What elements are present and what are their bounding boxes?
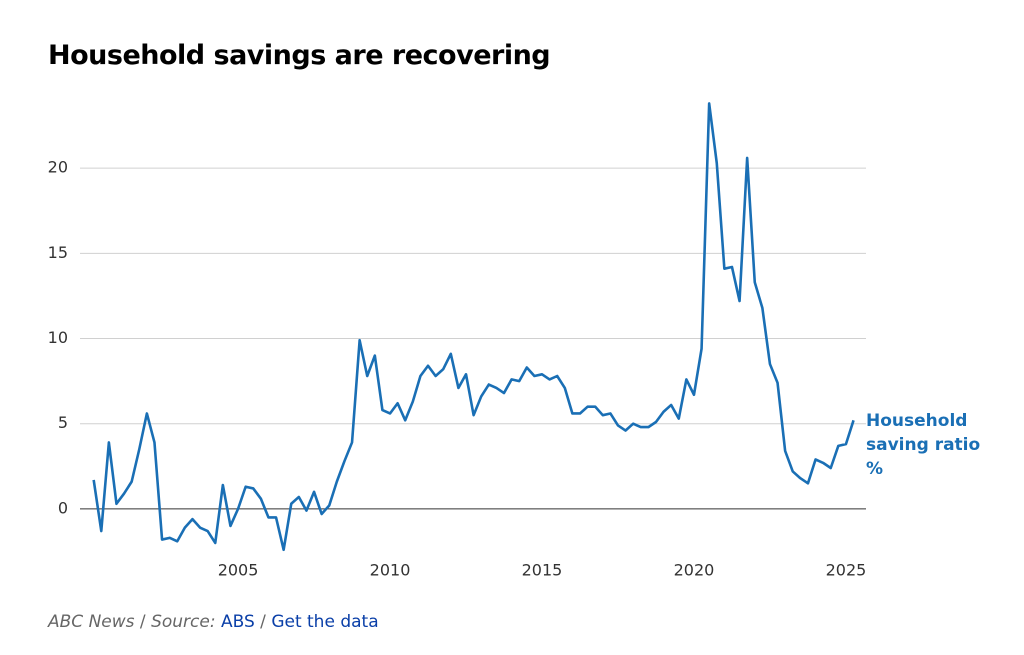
x-tick-label: 2010 [370, 561, 411, 580]
footer: ABC News / Source: ABS / Get the data [48, 612, 379, 632]
y-tick-label: 10 [48, 328, 68, 347]
credit: ABC News [48, 612, 135, 632]
y-tick-label: 15 [48, 243, 68, 262]
y-tick-label: 20 [48, 158, 68, 177]
source-link[interactable]: ABS [220, 612, 255, 632]
x-tick-label: 2025 [826, 561, 867, 580]
separator: / [260, 612, 266, 632]
x-tick-label: 2005 [218, 561, 259, 580]
chart-title: Household savings are recovering [48, 40, 551, 71]
series-line [92, 102, 855, 552]
x-tick-label: 2015 [522, 561, 563, 580]
y-tick-label: 5 [58, 413, 68, 432]
data-link[interactable]: Get the data [271, 612, 379, 632]
source-label: Source: [151, 612, 216, 632]
x-tick-label: 2020 [674, 561, 715, 580]
y-tick-label: 0 [58, 498, 68, 517]
series-label: Household saving ratio % [866, 411, 981, 479]
separator: / [139, 612, 146, 632]
